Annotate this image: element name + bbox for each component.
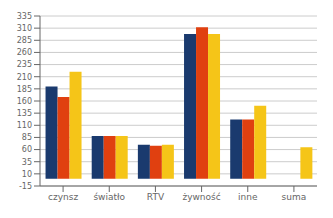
svg-text:335: 335 bbox=[17, 12, 32, 21]
svg-text:110: 110 bbox=[17, 121, 32, 130]
svg-text:85: 85 bbox=[22, 133, 32, 142]
svg-text:135: 135 bbox=[17, 109, 32, 118]
svg-text:310: 310 bbox=[17, 24, 32, 33]
svg-text:185: 185 bbox=[17, 85, 32, 94]
svg-text:10: 10 bbox=[22, 170, 32, 179]
svg-text:żywność: żywność bbox=[182, 192, 220, 202]
svg-text:210: 210 bbox=[17, 73, 32, 82]
svg-text:235: 235 bbox=[17, 60, 32, 69]
svg-text:285: 285 bbox=[17, 36, 32, 45]
svg-text:suma: suma bbox=[282, 192, 307, 202]
svg-text:-15: -15 bbox=[19, 182, 32, 191]
svg-text:160: 160 bbox=[17, 97, 32, 106]
svg-text:260: 260 bbox=[17, 48, 32, 57]
svg-text:RTV: RTV bbox=[147, 192, 165, 202]
svg-text:czynsz: czynsz bbox=[48, 192, 78, 202]
svg-text:światło: światło bbox=[93, 192, 125, 202]
svg-text:60: 60 bbox=[22, 145, 32, 154]
svg-text:inne: inne bbox=[238, 192, 258, 202]
svg-text:35: 35 bbox=[22, 158, 32, 167]
